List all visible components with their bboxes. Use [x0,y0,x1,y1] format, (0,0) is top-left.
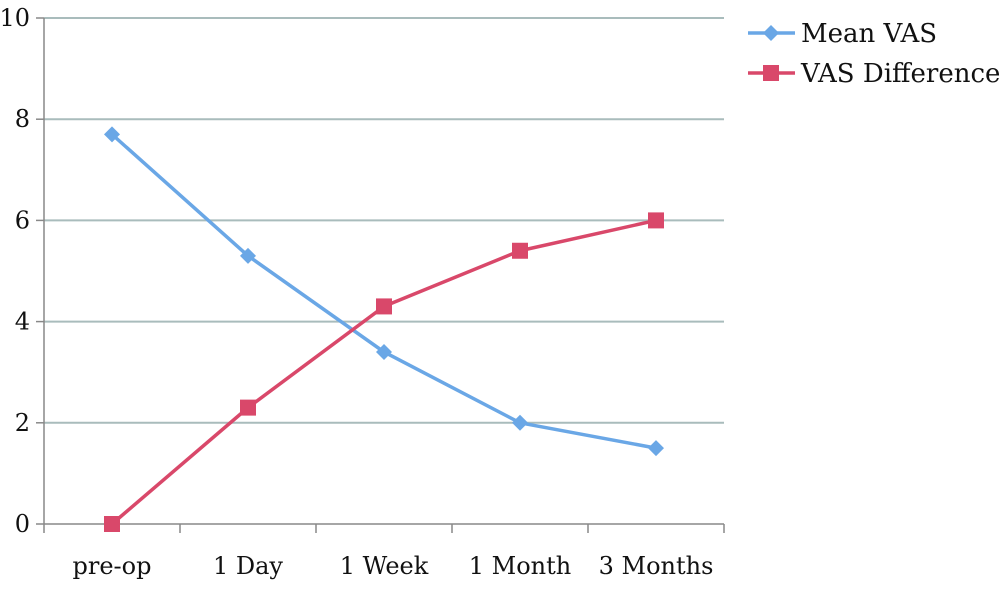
x-tick-label: pre-op [73,552,152,580]
y-tick-label: 8 [15,105,30,133]
y-tick-label: 4 [15,308,30,336]
data-point-mean-vas [648,440,664,457]
series-line-vas-difference [110,218,657,526]
x-tick-label: 1 Day [213,552,283,580]
legend-label-mean-vas: Mean VAS [801,19,937,49]
x-axis-tick-labels: pre-op 1 Day 1 Week 1 Month 3 Months [73,552,714,580]
series-vas-difference [104,212,664,532]
y-tick-label: 6 [15,206,30,234]
series-line-mean-vas [110,133,657,450]
gridlines [44,17,724,424]
series-mean-vas [104,126,664,457]
series-lines [104,126,664,532]
data-point-mean-vas [376,343,392,360]
x-tick-label: 1 Month [469,552,571,580]
data-point-vas-difference [104,516,120,532]
y-tick-label: 2 [15,409,30,437]
y-axis-tick-labels: 0 2 4 6 8 10 [0,4,30,538]
y-tick-label: 10 [0,4,30,32]
axes [36,17,725,533]
legend-marker-mean-vas [763,25,779,41]
data-point-mean-vas [104,126,120,143]
legend-item-mean-vas: Mean VAS [748,19,937,49]
y-tick-label: 0 [15,510,30,538]
data-point-vas-difference [376,298,392,315]
data-point-vas-difference [648,212,664,229]
legend-label-vas-difference: VAS Difference [800,59,1000,89]
x-tick-label: 1 Week [340,552,429,580]
data-point-mean-vas [512,414,528,431]
data-point-vas-difference [240,399,256,416]
legend-marker-vas-difference [763,65,779,81]
data-point-mean-vas [240,247,256,264]
legend-item-vas-difference: VAS Difference [748,59,1000,89]
legend: Mean VAS VAS Difference [748,19,1000,89]
x-tick-label: 3 Months [599,552,714,580]
data-point-vas-difference [512,242,528,259]
